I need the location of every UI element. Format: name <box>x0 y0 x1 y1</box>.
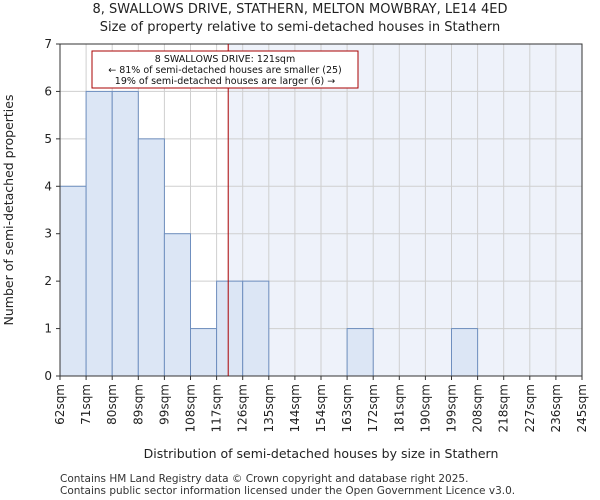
y-tick-label: 3 <box>44 227 52 241</box>
y-tick-label: 0 <box>44 369 52 383</box>
x-tick-label: 89sqm <box>131 384 145 425</box>
x-tick-label: 199sqm <box>445 384 459 432</box>
x-tick-label: 190sqm <box>418 384 432 432</box>
x-tick-label: 208sqm <box>471 384 485 432</box>
x-tick-label: 108sqm <box>184 384 198 432</box>
x-tick-label: 236sqm <box>549 384 563 432</box>
x-tick-label: 154sqm <box>314 384 328 432</box>
y-tick-label: 2 <box>44 274 52 288</box>
x-tick-label: 218sqm <box>497 384 511 432</box>
histogram-bar <box>242 280 270 377</box>
x-tick-label: 126sqm <box>236 384 250 432</box>
shaded-region-larger <box>228 44 582 376</box>
annotation-line-3: 19% of semi-detached houses are larger (… <box>115 76 335 87</box>
histogram-bar <box>346 328 374 377</box>
histogram-bar <box>190 328 218 377</box>
histogram-bar <box>111 90 139 377</box>
x-tick-label: 117sqm <box>210 384 224 432</box>
y-tick-label: 4 <box>44 179 52 193</box>
histogram-bar <box>85 90 113 377</box>
x-tick-label: 80sqm <box>105 384 119 425</box>
y-tick-label: 5 <box>44 132 52 146</box>
histogram-bar <box>451 328 479 377</box>
histogram-bar <box>59 185 87 377</box>
x-tick-label: 163sqm <box>340 384 354 432</box>
x-axis-label: Distribution of semi-detached houses by … <box>144 446 499 461</box>
y-tick-label: 7 <box>44 37 52 51</box>
x-tick-label: 144sqm <box>288 384 302 432</box>
annotation-line-1: 8 SWALLOWS DRIVE: 121sqm <box>155 54 295 65</box>
x-tick-label: 71sqm <box>79 384 93 425</box>
chart-title-line2: Size of property relative to semi-detach… <box>99 20 501 35</box>
x-tick-label: 99sqm <box>157 384 171 425</box>
chart-title-line1: 8, SWALLOWS DRIVE, STATHERN, MELTON MOWB… <box>92 2 508 17</box>
footer-line2: Contains public sector information licen… <box>60 485 516 497</box>
histogram-bar <box>137 138 165 377</box>
footer-line1: Contains HM Land Registry data © Crown c… <box>60 473 469 485</box>
x-tick-label: 135sqm <box>262 384 276 432</box>
x-tick-label: 245sqm <box>575 384 589 432</box>
x-tick-label: 227sqm <box>523 384 537 432</box>
x-tick-label: 181sqm <box>392 384 406 432</box>
x-tick-label: 62sqm <box>53 384 67 425</box>
x-tick-label: 172sqm <box>366 384 380 432</box>
annotation-box <box>91 50 359 89</box>
histogram-bar <box>216 280 244 377</box>
y-tick-label: 6 <box>44 84 52 98</box>
y-axis-label: Number of semi-detached properties <box>1 95 16 326</box>
histogram-bar <box>163 233 191 377</box>
annotation-line-2: ← 81% of semi-detached houses are smalle… <box>108 65 342 76</box>
y-tick-label: 1 <box>44 322 52 336</box>
